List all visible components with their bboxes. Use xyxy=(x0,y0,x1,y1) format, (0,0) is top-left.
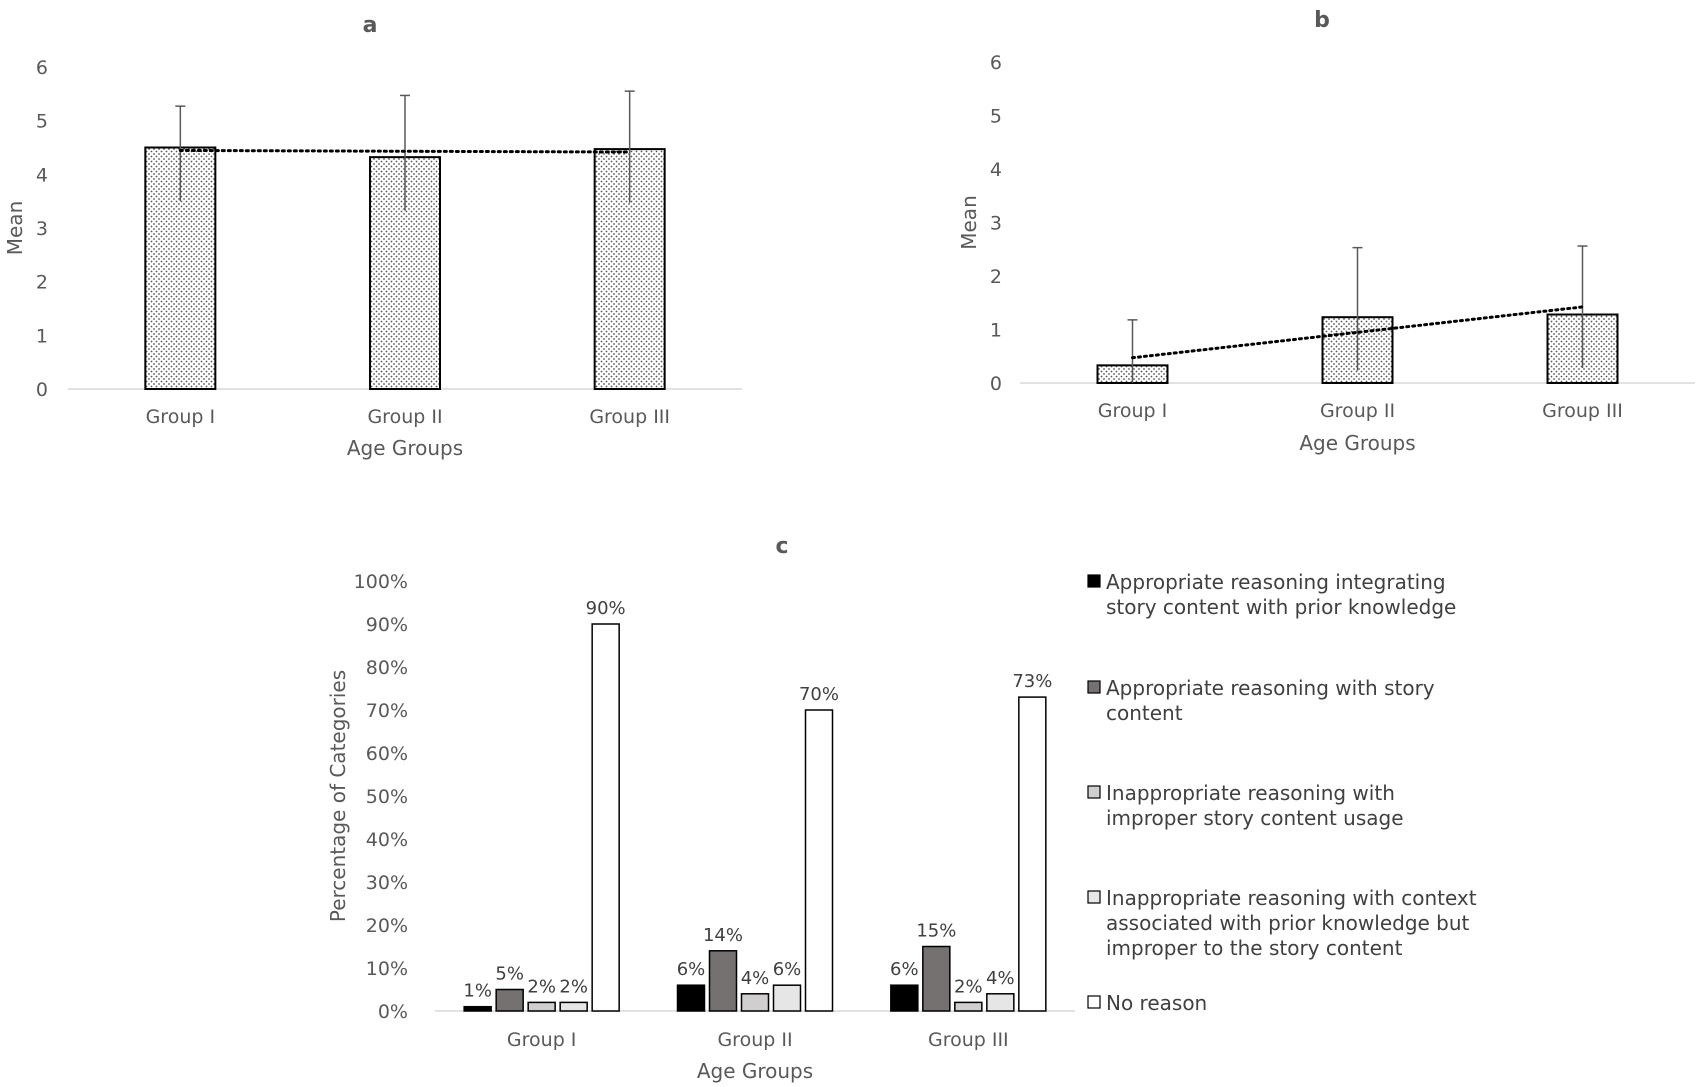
y-tick-label: 50% xyxy=(366,786,408,808)
x-tick-label: Group III xyxy=(928,1029,1009,1051)
y-tick-label: 0 xyxy=(36,379,48,401)
y-tick-label: 70% xyxy=(366,700,408,722)
bar-series-5 xyxy=(1018,696,1047,1012)
y-tick-label: 3 xyxy=(990,213,1002,235)
chart-panel-b: b 0 1 2 3 4 5 6 Group I Group II Group III Age Grou… xyxy=(957,8,1695,455)
y-tick-label: 0% xyxy=(378,1001,408,1023)
legend-label: No reason xyxy=(1106,991,1207,1015)
x-tick-label: Group II xyxy=(367,406,442,428)
x-tick-label: Group I xyxy=(1098,400,1168,422)
bar-series-1 xyxy=(676,984,706,1012)
data-label: 6% xyxy=(677,959,706,980)
x-tick-label: Group II xyxy=(1320,400,1395,422)
chart-panel-a: a 0 1 2 3 4 5 6 Group I Group II Group III Age Grou… xyxy=(3,13,742,460)
y-tick-label: 6 xyxy=(36,57,48,79)
legend-swatch xyxy=(1087,890,1101,904)
y-tick-label: 90% xyxy=(366,614,408,636)
data-label: 73% xyxy=(1012,671,1052,692)
legend-swatch xyxy=(1087,995,1101,1009)
y-tick-label: 30% xyxy=(366,872,408,894)
y-tick-label: 40% xyxy=(366,829,408,851)
y-tick-label: 1 xyxy=(36,325,48,347)
y-tick-label: 2 xyxy=(990,266,1002,288)
y-tick-label: 1 xyxy=(990,320,1002,342)
bar-series-2 xyxy=(708,950,738,1012)
panel-title: c xyxy=(775,534,788,559)
data-label: 4% xyxy=(741,968,770,989)
x-axis-title: Age Groups xyxy=(1299,431,1415,455)
bar-series-4 xyxy=(772,984,802,1012)
legend-swatch xyxy=(1087,680,1101,694)
data-label: 5% xyxy=(495,964,524,985)
data-label: 14% xyxy=(703,925,743,946)
bar-series-4 xyxy=(559,1001,588,1012)
panel-title: b xyxy=(1314,8,1330,33)
legend-item: Inappropriate reasoning with contextasso… xyxy=(1087,886,1477,960)
trendline xyxy=(1131,305,1584,360)
y-tick-label: 4 xyxy=(36,164,48,186)
data-label: 2% xyxy=(954,976,983,997)
x-tick-label: Group III xyxy=(589,406,670,428)
y-tick-label: 4 xyxy=(990,159,1002,181)
y-axis-title: Percentage of Categories xyxy=(326,670,350,922)
data-label: 15% xyxy=(916,921,956,942)
data-label: 2% xyxy=(559,976,588,997)
y-tick-label: 60% xyxy=(366,743,408,765)
bar-series-1 xyxy=(463,1005,492,1012)
y-tick-label: 2 xyxy=(36,272,48,294)
legend-label: associated with prior knowledge but xyxy=(1106,911,1470,935)
y-tick-label: 6 xyxy=(990,52,1002,74)
bar-series-3 xyxy=(954,1001,983,1012)
legend-label: content xyxy=(1106,701,1183,725)
y-tick-label: 5 xyxy=(990,106,1002,128)
legend-label: Appropriate reasoning integrating xyxy=(1106,570,1446,594)
data-label: 70% xyxy=(799,684,839,705)
y-axis-title: Mean xyxy=(957,195,981,250)
bar-series-5 xyxy=(804,709,834,1012)
legend-label: Inappropriate reasoning with xyxy=(1106,781,1395,805)
legend-label: improper to the story content xyxy=(1106,936,1403,960)
y-tick-label: 0 xyxy=(990,373,1002,395)
x-tick-label: Group III xyxy=(1542,400,1623,422)
bar-series-2 xyxy=(922,945,951,1012)
bar-series-3 xyxy=(740,993,770,1012)
legend-label: story content with prior knowledge xyxy=(1106,595,1456,619)
bar-series-3 xyxy=(527,1001,556,1012)
data-label: 6% xyxy=(890,959,919,980)
data-label: 4% xyxy=(986,968,1015,989)
panel-title: a xyxy=(363,13,378,38)
y-axis-title: Mean xyxy=(3,201,27,256)
legend-item: No reason xyxy=(1087,991,1207,1015)
y-tick-label: 5 xyxy=(36,111,48,133)
y-tick-label: 20% xyxy=(366,915,408,937)
x-tick-label: Group I xyxy=(507,1029,577,1051)
x-axis-title: Age Groups xyxy=(347,436,463,460)
legend-label: improper story content usage xyxy=(1106,806,1404,830)
chart-panel-c: c0%10%20%30%40%50%60%70%80%90%100%1%5%2%… xyxy=(326,534,1477,1083)
y-tick-label: 3 xyxy=(36,218,48,240)
legend-label: Appropriate reasoning with story xyxy=(1106,676,1435,700)
x-tick-label: Group II xyxy=(717,1029,792,1051)
x-tick-label: Group I xyxy=(146,406,216,428)
y-tick-label: 80% xyxy=(366,657,408,679)
legend-swatch xyxy=(1087,785,1101,799)
bar-series-5 xyxy=(591,623,620,1012)
bar-series-4 xyxy=(986,993,1015,1012)
trendline xyxy=(178,148,632,154)
bar-series-1 xyxy=(890,984,919,1012)
data-label: 2% xyxy=(527,976,556,997)
data-label: 1% xyxy=(463,981,492,1002)
x-axis-title: Age Groups xyxy=(697,1059,813,1083)
bar-series-2 xyxy=(495,988,524,1012)
y-tick-label: 100% xyxy=(354,571,408,593)
y-tick-label: 10% xyxy=(366,958,408,980)
data-label: 90% xyxy=(586,598,626,619)
legend-swatch xyxy=(1087,574,1101,588)
legend-label: Inappropriate reasoning with context xyxy=(1106,886,1477,910)
data-label: 6% xyxy=(773,959,802,980)
